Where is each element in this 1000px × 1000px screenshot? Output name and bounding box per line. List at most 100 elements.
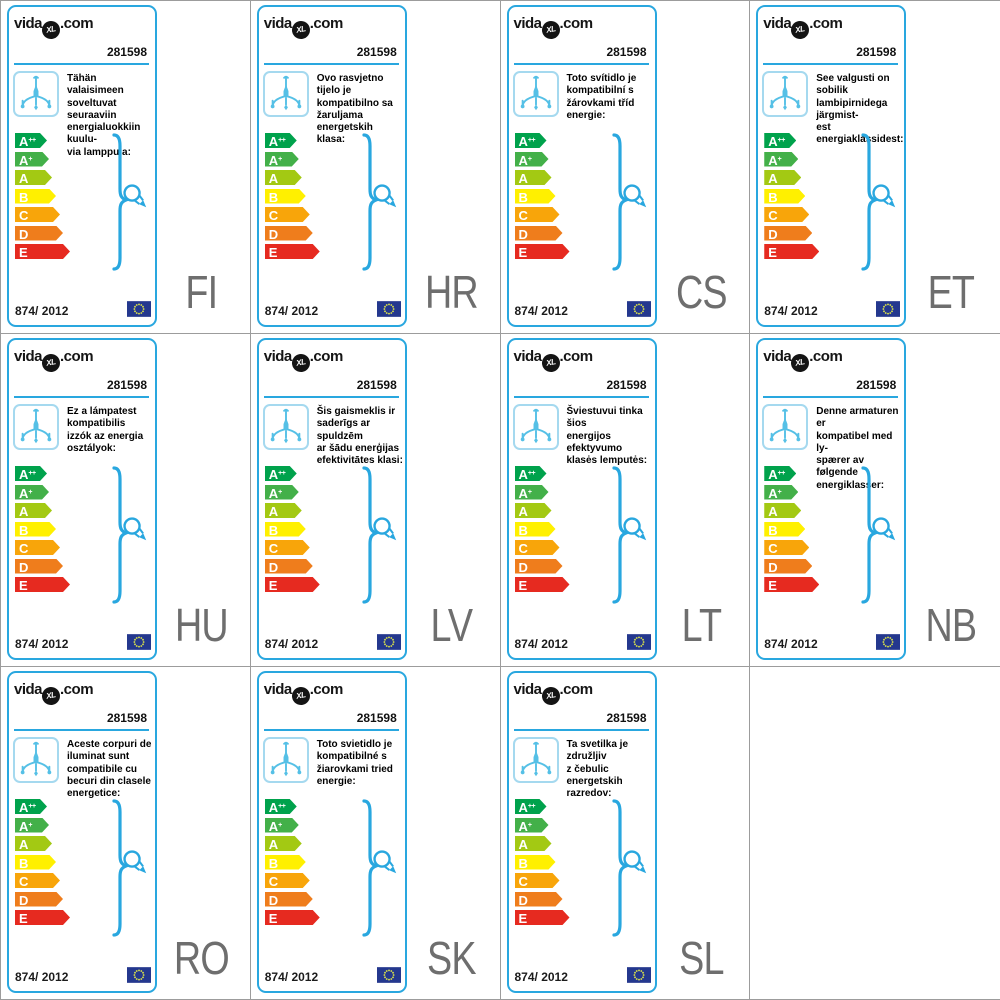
label-cell: vida XL .com 281598 bbox=[500, 1, 751, 334]
energy-class-A+: A+ bbox=[15, 818, 49, 833]
energy-class-A: A bbox=[265, 503, 302, 518]
energy-class-B: B bbox=[265, 855, 306, 870]
chandelier-icon bbox=[13, 71, 59, 117]
logo-prefix: vida bbox=[513, 15, 543, 32]
energy-class-A++: A++ bbox=[15, 133, 47, 148]
energy-class-D: D bbox=[515, 226, 563, 241]
energy-class-B: B bbox=[515, 522, 556, 537]
regulation-number: 874/ 2012 bbox=[15, 304, 69, 318]
language-code: ET bbox=[927, 266, 975, 318]
vidaxl-logo: vida XL .com bbox=[14, 348, 94, 374]
energy-label-card: vida XL .com 281598 bbox=[256, 5, 407, 327]
energy-class-D: D bbox=[15, 226, 63, 241]
energy-class-E: E bbox=[515, 244, 570, 259]
header-divider bbox=[763, 63, 899, 65]
energy-class-C: C bbox=[515, 207, 560, 222]
language-code: FI bbox=[185, 266, 218, 318]
energy-class-A+: A+ bbox=[15, 485, 49, 500]
energy-label-card: vida XL .com 281598 bbox=[7, 338, 157, 660]
energy-class-E: E bbox=[764, 244, 819, 259]
brace-and-bulb-icon bbox=[611, 466, 646, 604]
label-cell: vida XL .com 281598 bbox=[500, 667, 751, 1000]
product-number: 281598 bbox=[606, 711, 647, 725]
energy-label-card: vida XL .com 281598 bbox=[256, 338, 407, 660]
language-code: SL bbox=[678, 932, 724, 984]
compatibility-text: Ovo rasvjetno tijelo je kompatibilno sa … bbox=[316, 73, 393, 146]
energy-class-C: C bbox=[15, 873, 60, 888]
energy-class-A+: A+ bbox=[764, 485, 798, 500]
logo-xl-mark-icon: XL bbox=[789, 19, 811, 41]
energy-label-card: vida XL .com 281598 bbox=[506, 338, 657, 660]
header-divider bbox=[14, 729, 149, 731]
energy-class-E: E bbox=[515, 910, 570, 925]
compatibility-text: Toto svítidlo je kompatibilní s žárovkam… bbox=[566, 73, 637, 121]
energy-class-D: D bbox=[15, 892, 63, 907]
energy-class-B: B bbox=[764, 189, 805, 204]
brace-and-bulb-icon bbox=[362, 466, 396, 604]
product-number: 281598 bbox=[356, 378, 397, 392]
brace-and-bulb-icon bbox=[112, 799, 147, 937]
logo-suffix: .com bbox=[559, 15, 594, 32]
energy-class-C: C bbox=[15, 540, 60, 555]
vidaxl-logo: vida XL .com bbox=[763, 15, 843, 41]
header-divider bbox=[513, 729, 649, 731]
logo-xl-mark-icon: XL bbox=[540, 19, 561, 41]
vidaxl-logo: vida XL .com bbox=[763, 348, 843, 374]
energy-scale: A++ A+ A B C D E bbox=[764, 466, 819, 592]
energy-label-card: vida XL .com 281598 bbox=[7, 5, 157, 327]
energy-class-D: D bbox=[515, 892, 563, 907]
eu-flag-icon bbox=[376, 967, 401, 983]
logo-xl-mark-icon: XL bbox=[40, 19, 62, 41]
brace-and-bulb-icon bbox=[611, 133, 646, 271]
logo-suffix: .com bbox=[809, 348, 843, 365]
chandelier-icon bbox=[262, 71, 309, 117]
energy-class-D: D bbox=[15, 559, 63, 574]
energy-class-D: D bbox=[265, 226, 313, 241]
brace-and-bulb-icon bbox=[112, 133, 147, 271]
chandelier-icon bbox=[512, 404, 559, 450]
language-code: HU bbox=[174, 599, 229, 651]
header-divider bbox=[263, 396, 399, 398]
energy-class-D: D bbox=[265, 559, 313, 574]
language-code: LT bbox=[681, 599, 721, 651]
regulation-number: 874/ 2012 bbox=[764, 304, 818, 318]
energy-scale: A++ A+ A B C D E bbox=[515, 466, 570, 592]
energy-scale: A++ A+ A B C D E bbox=[265, 466, 320, 592]
energy-class-A: A bbox=[764, 170, 801, 185]
eu-flag-icon bbox=[127, 301, 151, 317]
label-cell: vida XL .com 281598 bbox=[250, 1, 501, 334]
energy-label-card: vida XL .com 281598 bbox=[506, 5, 657, 327]
product-number: 281598 bbox=[106, 45, 147, 59]
logo-suffix: .com bbox=[60, 681, 94, 698]
energy-class-A: A bbox=[764, 503, 801, 518]
logo-suffix: .com bbox=[60, 348, 94, 365]
language-code: NB bbox=[925, 599, 978, 651]
eu-flag-icon bbox=[876, 634, 901, 650]
language-code: CS bbox=[675, 266, 727, 318]
energy-class-D: D bbox=[764, 226, 812, 241]
energy-class-E: E bbox=[15, 910, 70, 925]
brace-and-bulb-icon bbox=[362, 799, 396, 937]
energy-class-A++: A++ bbox=[764, 133, 796, 148]
regulation-number: 874/ 2012 bbox=[764, 637, 818, 651]
vidaxl-logo: vida XL .com bbox=[14, 681, 94, 707]
energy-class-A: A bbox=[15, 836, 52, 851]
regulation-number: 874/ 2012 bbox=[264, 970, 319, 984]
label-cell: vida XL .com 281598 bbox=[1, 334, 251, 667]
vidaxl-logo: vida XL .com bbox=[264, 348, 343, 374]
energy-class-E: E bbox=[15, 244, 70, 259]
energy-class-B: B bbox=[515, 855, 556, 870]
energy-class-A+: A+ bbox=[764, 152, 798, 167]
energy-class-C: C bbox=[764, 207, 809, 222]
energy-class-A+: A+ bbox=[265, 485, 299, 500]
energy-class-A++: A++ bbox=[515, 799, 547, 814]
header-divider bbox=[513, 63, 649, 65]
energy-class-C: C bbox=[15, 207, 60, 222]
energy-class-A++: A++ bbox=[15, 799, 47, 814]
logo-suffix: .com bbox=[559, 348, 594, 365]
energy-scale: A++ A+ A B C D E bbox=[265, 799, 320, 925]
label-cell: vida XL .com 281598 bbox=[500, 334, 751, 667]
header-divider bbox=[14, 63, 149, 65]
vidaxl-logo: vida XL .com bbox=[513, 15, 594, 41]
